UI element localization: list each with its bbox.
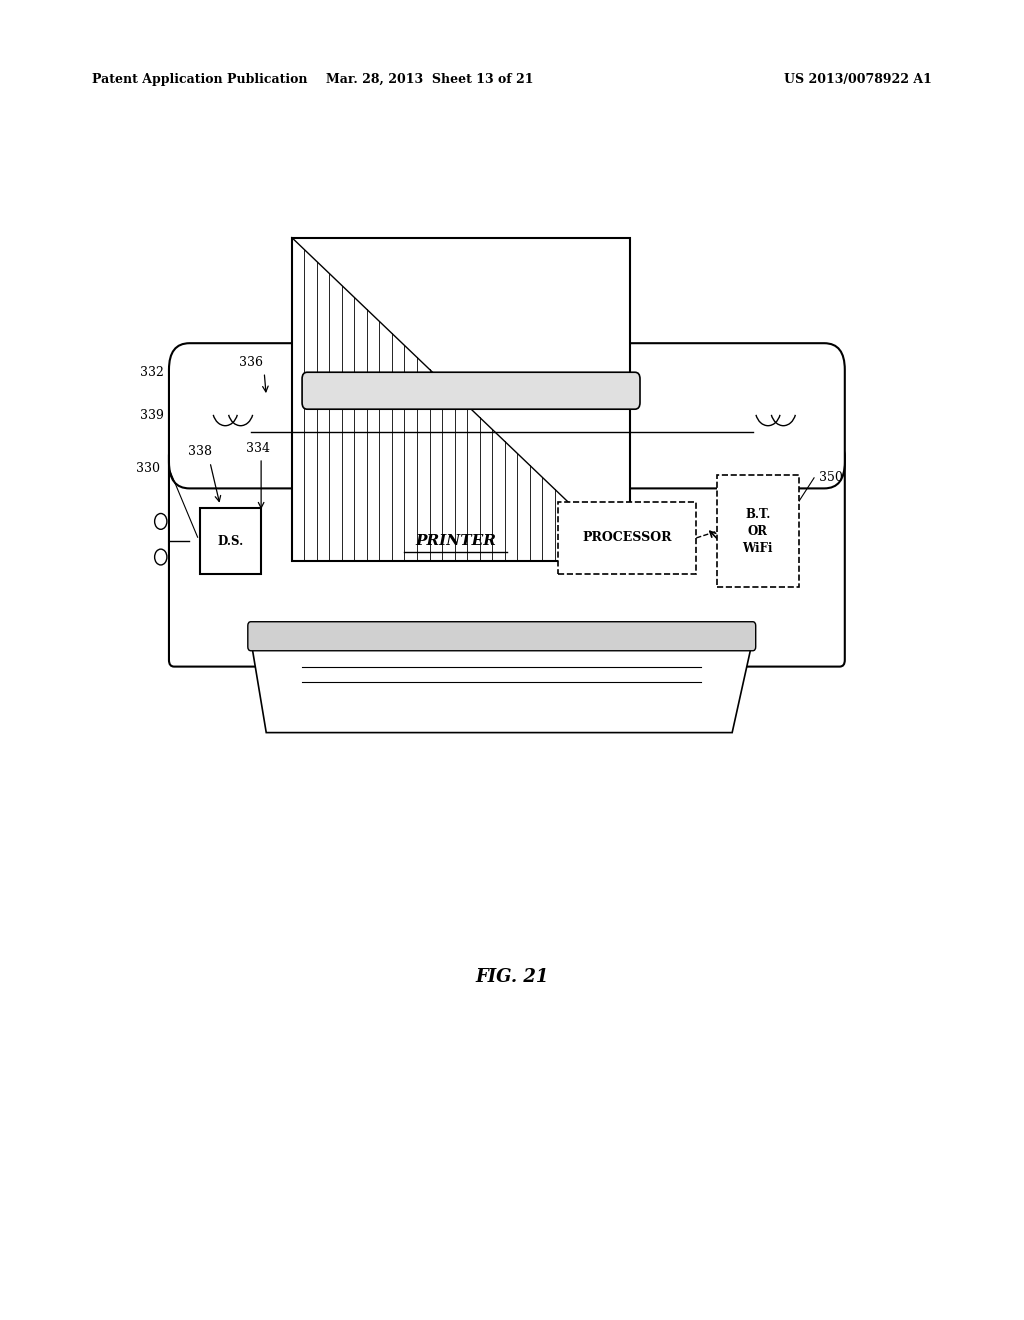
Text: 330: 330 — [136, 462, 161, 475]
Text: US 2013/0078922 A1: US 2013/0078922 A1 — [784, 73, 932, 86]
FancyBboxPatch shape — [169, 449, 845, 667]
Text: Patent Application Publication: Patent Application Publication — [92, 73, 307, 86]
Text: 310: 310 — [763, 577, 786, 590]
Text: Mar. 28, 2013  Sheet 13 of 21: Mar. 28, 2013 Sheet 13 of 21 — [327, 73, 534, 86]
Polygon shape — [251, 640, 753, 733]
Text: 338: 338 — [187, 445, 212, 458]
FancyBboxPatch shape — [169, 343, 845, 488]
FancyBboxPatch shape — [248, 622, 756, 651]
Text: 332: 332 — [139, 366, 164, 379]
Bar — [292, 238, 630, 561]
Text: 340: 340 — [742, 524, 766, 537]
Text: 334: 334 — [246, 442, 270, 455]
Text: 339: 339 — [139, 409, 164, 422]
Text: PROCESSOR: PROCESSOR — [583, 532, 672, 544]
FancyBboxPatch shape — [717, 475, 799, 587]
FancyBboxPatch shape — [558, 502, 696, 574]
FancyBboxPatch shape — [200, 508, 261, 574]
Text: D.S.: D.S. — [217, 535, 244, 548]
FancyBboxPatch shape — [302, 372, 640, 409]
Text: PRINTER: PRINTER — [416, 535, 496, 548]
Text: 336: 336 — [239, 356, 263, 370]
Text: B.T.
OR
WiFi: B.T. OR WiFi — [742, 508, 773, 554]
Text: 350: 350 — [819, 471, 843, 484]
Text: FIG. 21: FIG. 21 — [475, 968, 549, 986]
